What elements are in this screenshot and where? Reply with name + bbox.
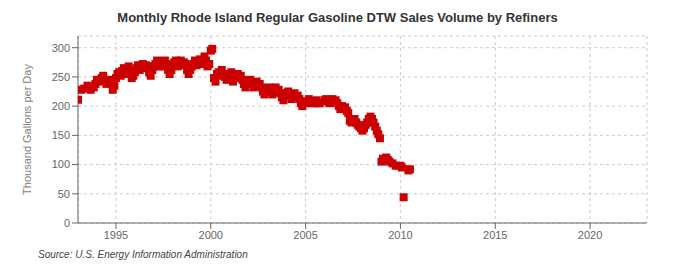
svg-text:Thousand Gallons per Day: Thousand Gallons per Day (21, 64, 33, 195)
svg-text:2015: 2015 (483, 229, 507, 241)
svg-text:200: 200 (52, 100, 70, 112)
svg-text:0: 0 (64, 217, 70, 229)
svg-text:50: 50 (58, 188, 70, 200)
svg-text:100: 100 (52, 158, 70, 170)
svg-text:2010: 2010 (388, 229, 412, 241)
svg-text:2020: 2020 (578, 229, 602, 241)
svg-text:2000: 2000 (199, 229, 223, 241)
svg-text:300: 300 (52, 42, 70, 54)
svg-text:150: 150 (52, 129, 70, 141)
svg-text:1995: 1995 (104, 229, 128, 241)
svg-text:250: 250 (52, 71, 70, 83)
svg-text:2005: 2005 (293, 229, 317, 241)
html-text:Monthly Rhode Island Regular G: Monthly Rhode Island Regular Gasoline DT… (117, 10, 558, 25)
html-text:Source: U.S. Energy Informatio: Source: U.S. Energy Information Administ… (38, 249, 248, 260)
